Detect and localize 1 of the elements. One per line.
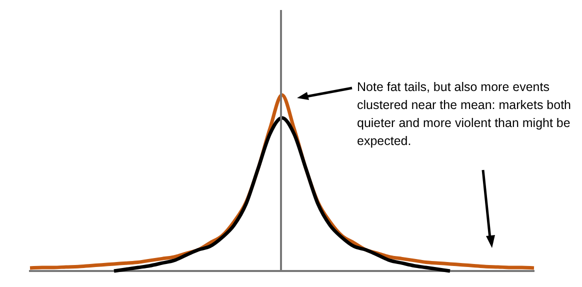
annotation: Note fat tails, but also more events clustered near the mean: markets both quieter and more violent than might be expected. — [357, 79, 572, 150]
